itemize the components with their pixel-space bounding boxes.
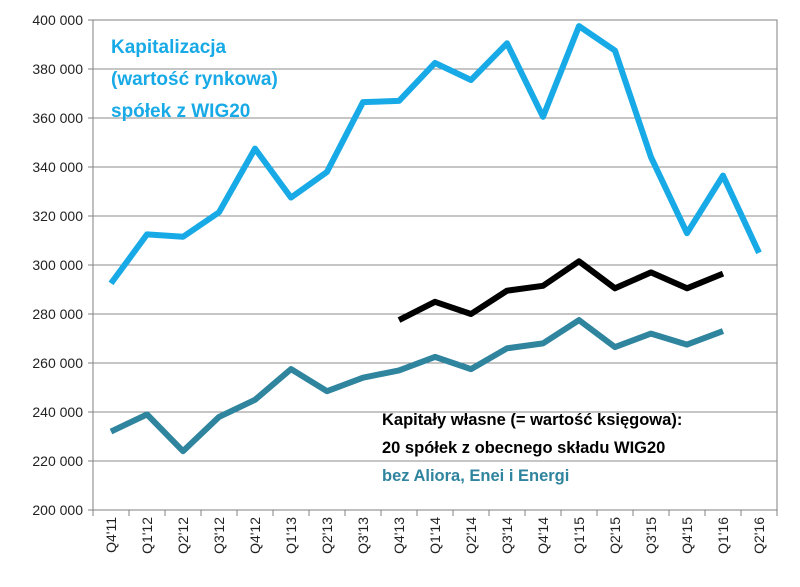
- y-tick-label: 260 000: [32, 355, 83, 371]
- x-tick-label: Q2'13: [319, 517, 335, 554]
- x-tick-label: Q1'16: [715, 517, 731, 554]
- x-tick-label: Q3'15: [643, 517, 659, 554]
- x-tick-label: Q4'15: [679, 517, 695, 554]
- y-tick-label: 400 000: [32, 12, 83, 28]
- x-tick-label: Q4'12: [247, 517, 263, 554]
- annotation-black-line2: 20 spółek z obecnego składu WIG20: [382, 439, 665, 457]
- x-tick-label: Q3'13: [355, 517, 371, 554]
- series-line-market-cap: [108, 23, 762, 286]
- x-tick-label: Q3'14: [499, 517, 515, 554]
- x-axis: Q4'11 Q1'12 Q2'12 Q3'12 Q4'12 Q1'13 Q2'13 Q3'13…: [92, 510, 778, 554]
- annotation-black-line1: Kapitały własne (= wartość księgowa):: [382, 411, 682, 429]
- x-tick-label: Q2'15: [607, 517, 623, 554]
- y-axis: 200 000 220 000 240 000 260 000 280 000 300 0…: [32, 12, 93, 518]
- x-tick-label: Q2'16: [751, 517, 767, 554]
- annotation-teal-line1: bez Aliora, Enei i Energi: [382, 467, 569, 485]
- annotation-blue-line3: spółek z WIG20: [111, 101, 250, 122]
- y-tick-label: 340 000: [32, 159, 83, 175]
- y-tick-label: 320 000: [32, 208, 83, 224]
- y-tick-label: 240 000: [32, 404, 83, 420]
- x-tick-label: Q1'14: [427, 517, 443, 554]
- annotations: Kapitalizacja (wartość rynkowa) spółek z…: [111, 37, 682, 485]
- x-tick-label: Q3'12: [211, 517, 227, 554]
- x-tick-label: Q2'12: [175, 517, 191, 554]
- x-tick-label: Q4'11: [103, 517, 119, 553]
- y-tick-label: 200 000: [32, 502, 83, 518]
- x-tick-label: Q1'13: [283, 517, 299, 554]
- y-tick-label: 220 000: [32, 453, 83, 469]
- x-tick-label: Q1'15: [571, 517, 587, 554]
- y-tick-label: 360 000: [32, 110, 83, 126]
- annotation-blue-line2: (wartość rynkowa): [111, 69, 278, 90]
- x-tick-label: Q4'14: [535, 517, 551, 554]
- y-tick-label: 300 000: [32, 257, 83, 273]
- x-tick-label: Q1'12: [139, 517, 155, 554]
- series: [108, 23, 762, 455]
- annotation-blue-line1: Kapitalizacja: [111, 37, 227, 58]
- grid-lines: [93, 68, 777, 462]
- x-tick-label: Q4'13: [391, 517, 407, 554]
- series-line-equity-excl: [109, 317, 725, 455]
- y-tick-label: 280 000: [32, 306, 83, 322]
- y-tick-label: 380 000: [32, 61, 83, 77]
- series-line-equity: [397, 258, 725, 323]
- x-tick-label: Q2'14: [463, 517, 479, 554]
